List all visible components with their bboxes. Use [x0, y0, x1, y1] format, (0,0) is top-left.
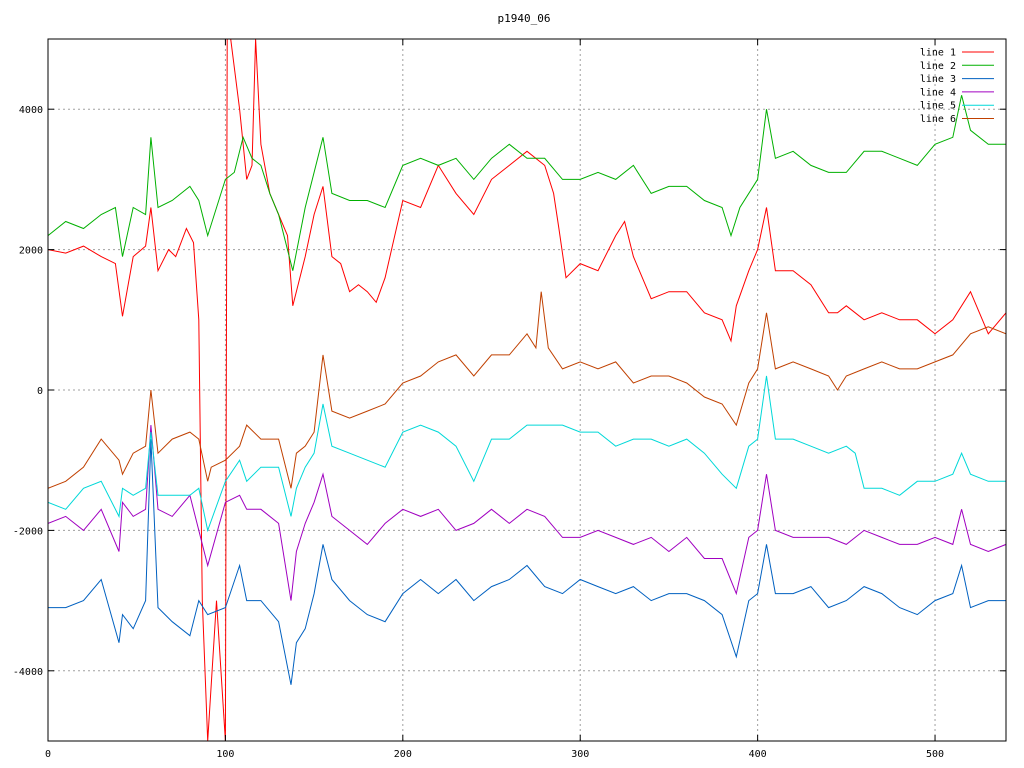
y-tick-label: 0 [37, 386, 43, 397]
legend-label-5: line 5 [920, 101, 956, 112]
legend-label-6: line 6 [920, 114, 956, 125]
x-tick-label: 200 [394, 749, 412, 760]
legend-label-1: line 1 [920, 48, 956, 59]
legend: line 1 line 2 line 3 line 4 line 5 line 6 [920, 48, 994, 125]
grid [48, 39, 1006, 741]
x-tick-label: 100 [216, 749, 234, 760]
x-tick-label: 500 [926, 749, 944, 760]
legend-label-2: line 2 [920, 61, 956, 72]
series-layer [48, 39, 1006, 741]
x-tick-label: 300 [571, 749, 589, 760]
axis-ticks: 0 100 200 300 400 500 -4000 -2000 0 2000 4000 [13, 39, 1006, 760]
y-tick-label: -4000 [13, 667, 43, 678]
legend-label-4: line 4 [920, 87, 956, 98]
series-line-5 [48, 375, 1006, 533]
y-tick-label: 2000 [19, 246, 43, 257]
series-line-3 [48, 439, 1006, 685]
plot-frame [47, 38, 1007, 742]
series-line-2 [48, 95, 1006, 271]
chart-title: p1940_06 [498, 12, 551, 25]
legend-label-3: line 3 [920, 74, 956, 85]
y-tick-label: 4000 [19, 105, 43, 116]
y-tick-label: -2000 [13, 526, 43, 537]
x-tick-label: 0 [45, 749, 51, 760]
series-line-6 [48, 291, 1006, 489]
series-line-4 [48, 425, 1006, 601]
x-tick-label: 400 [749, 749, 767, 760]
series-line-1 [48, 39, 1006, 741]
